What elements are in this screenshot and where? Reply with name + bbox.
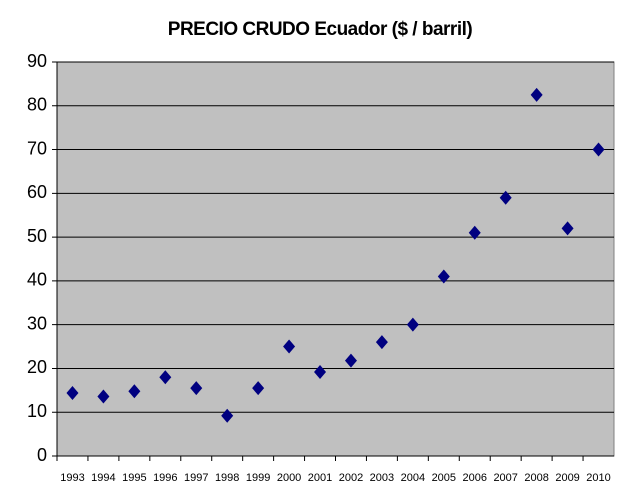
data-point: [468, 225, 481, 240]
data-point: [128, 384, 141, 399]
y-tick-label: 90: [27, 51, 47, 71]
x-tick-label: 1998: [215, 472, 239, 484]
x-tick-label: 1997: [184, 472, 208, 484]
x-tick-label: 2000: [277, 472, 301, 484]
chart-title: PRECIO CRUDO Ecuador ($ / barril): [168, 19, 473, 40]
y-tick-label: 10: [27, 401, 47, 421]
data-point: [530, 87, 543, 102]
data-point: [221, 408, 234, 423]
x-tick-label: 2010: [586, 472, 610, 484]
x-tick-label: 1999: [246, 472, 270, 484]
y-tick-label: 70: [27, 138, 47, 158]
data-point: [344, 353, 357, 368]
data-point: [252, 381, 265, 396]
data-point: [97, 389, 110, 404]
data-point: [406, 317, 419, 332]
x-tick-label: 2006: [463, 472, 487, 484]
y-tick-label: 0: [37, 445, 47, 465]
x-tick-label: 2009: [555, 472, 579, 484]
y-tick-label: 20: [27, 357, 47, 377]
data-point: [283, 339, 296, 354]
plot-area: [56, 61, 615, 457]
data-point: [499, 190, 512, 205]
x-tick-label: 2007: [493, 472, 517, 484]
y-tick-label: 40: [27, 270, 47, 290]
x-tick-label: 1996: [153, 472, 177, 484]
data-point: [66, 385, 79, 400]
y-tick-label: 30: [27, 313, 47, 333]
x-tick-label: 2005: [432, 472, 456, 484]
x-tick-label: 2008: [524, 472, 548, 484]
data-point: [561, 221, 574, 236]
x-tick-label: 2004: [401, 472, 425, 484]
x-tick-label: 2003: [370, 472, 394, 484]
data-point: [159, 370, 172, 385]
x-tick-label: 1994: [91, 472, 115, 484]
y-tick-label: 50: [27, 226, 47, 246]
x-tick-label: 1993: [60, 472, 84, 484]
y-tick-label: 60: [27, 182, 47, 202]
x-tick-label: 2002: [339, 472, 363, 484]
x-tick-label: 2001: [308, 472, 332, 484]
data-point: [437, 269, 450, 284]
data-point: [375, 335, 388, 350]
x-tick-label: 1995: [122, 472, 146, 484]
y-tick-label: 80: [27, 95, 47, 115]
data-point: [592, 142, 605, 157]
data-point: [314, 364, 327, 379]
data-point: [190, 381, 203, 396]
